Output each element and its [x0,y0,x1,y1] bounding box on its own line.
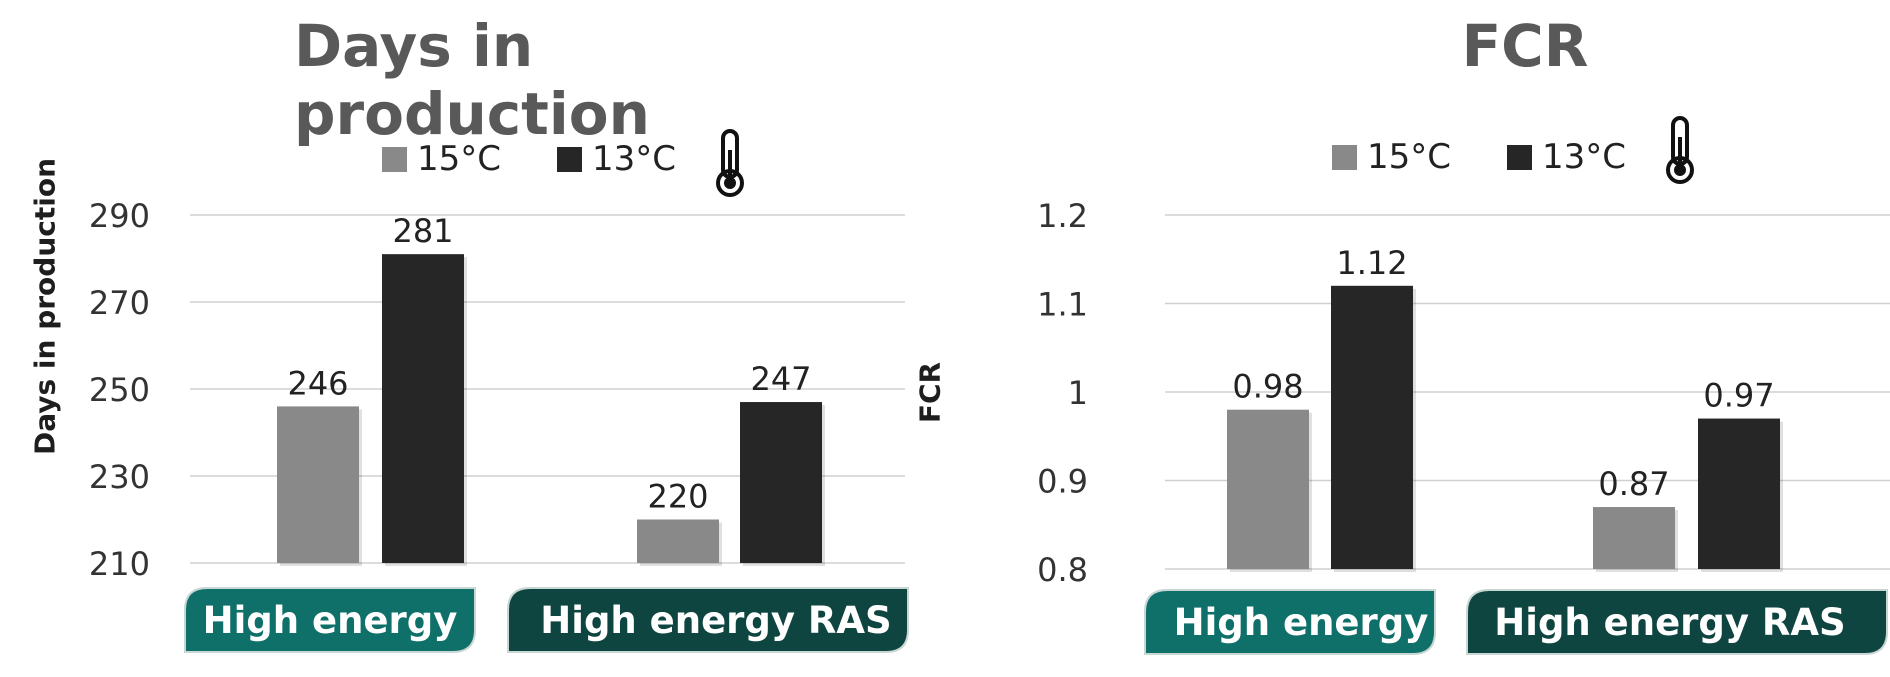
data-label: 1.12 [1336,244,1407,282]
legend-swatch-15c [1332,144,1357,170]
legend-label-15c: 15°C [1367,137,1452,177]
data-label: 0.87 [1598,465,1669,503]
y-tick-label: 0.9 [1037,463,1088,501]
thermometer-icon [716,129,744,197]
bar [1698,418,1780,569]
category-label-box [1466,589,1888,655]
chart-title: FCR [1461,12,1589,80]
legend-item-13c: 13°C [557,139,676,179]
data-label: 247 [750,360,811,398]
data-label: 220 [647,478,708,516]
category-label: High energy RAS [540,599,891,642]
fcr-chart-svg: 1.2 1.1 1 0.9 0.8 0.98 0.87 1.12 0.97 High energy… [1037,197,1890,655]
y-tick-label: 250 [89,371,150,409]
legend-swatch-13c [557,146,583,172]
category-label: High energy [1174,601,1429,644]
legend: 15°C 13°C [382,139,676,179]
category-label-box [1144,589,1436,655]
y-tick-label: 210 [89,545,150,583]
bar [1331,285,1413,569]
y-tick-label: 0.8 [1037,551,1088,589]
category-label-box [507,587,909,653]
legend: 15°C 13°C [1332,137,1626,177]
legend-item-13c: 13°C [1507,137,1626,177]
fcr-chart-panel: FCR FCR 15°C 13°C 1.2 1.1 1 0.9 0.8 0.98 0.87 1… [914,0,1890,677]
category-label-box [184,587,476,653]
y-tick-label: 1.1 [1037,286,1088,324]
days-chart-svg: 290 270 250 230 210 246 220 281 247 High energy Hi… [89,197,909,653]
bar [740,402,822,563]
legend-swatch-15c [382,146,407,172]
bar [637,519,719,563]
legend-label-13c: 13°C [1542,137,1627,177]
data-label: 281 [392,212,453,250]
chart-title: Days in production [294,12,650,148]
bar [277,406,359,563]
category-label: High energy [203,599,458,642]
thermometer-icon [1666,116,1694,184]
y-axis-label: FCR [913,361,947,424]
legend-swatch-13c [1507,144,1533,170]
legend-item-15c: 15°C [1332,137,1451,177]
y-tick-label: 1 [1068,374,1088,412]
legend-item-15c: 15°C [382,139,501,179]
y-tick-label: 270 [89,284,150,322]
data-label: 0.98 [1232,368,1303,406]
bar [382,254,464,563]
y-tick-label: 230 [89,458,150,496]
y-tick-label: 1.2 [1037,197,1088,235]
legend-label-13c: 13°C [592,139,677,179]
bar [1593,507,1675,569]
data-label: 0.97 [1703,377,1774,415]
category-label: High energy RAS [1494,601,1845,644]
y-tick-label: 290 [89,197,150,235]
days-chart-panel: Days in production Days in production 15… [29,12,909,653]
legend-label-15c: 15°C [417,139,502,179]
data-label: 246 [287,364,348,402]
bar [1227,409,1309,569]
